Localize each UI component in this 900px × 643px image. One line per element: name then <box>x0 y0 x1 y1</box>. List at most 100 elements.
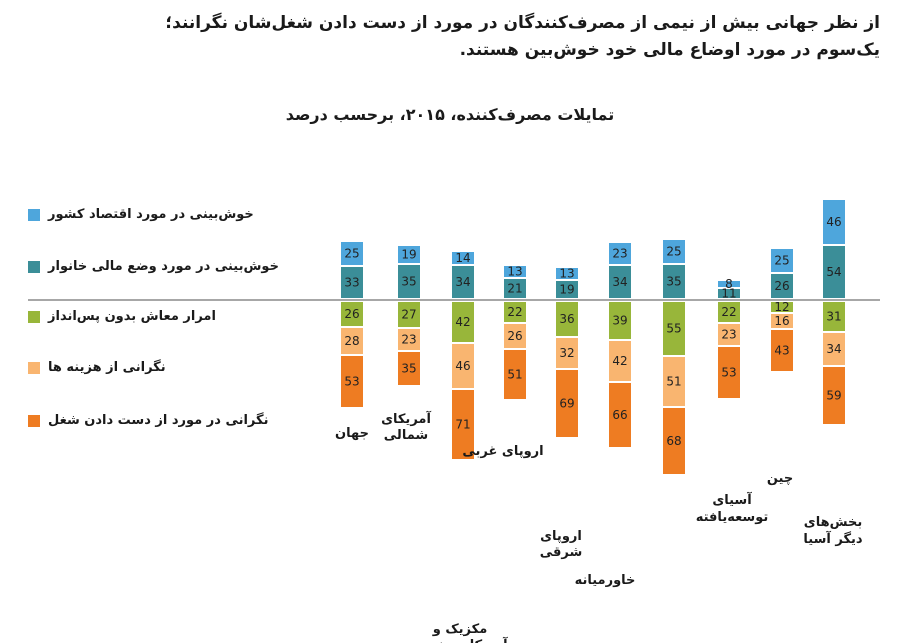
legend-item-household-optimism: خوش‌بینی در مورد وضع مالی خانوار <box>28 258 308 276</box>
bar-value-label: 23 <box>401 333 416 347</box>
legend-label: نگرانی در مورد از دست دادن شغل <box>48 413 269 428</box>
bar-segment <box>771 330 793 371</box>
bar-segment <box>504 324 526 348</box>
bar-value-label: 27 <box>401 308 416 322</box>
bar-segment <box>556 268 578 279</box>
region-label: جهان <box>335 426 369 441</box>
bar-value-label: 13 <box>559 267 574 281</box>
legend-swatch <box>28 362 40 374</box>
bar-segment <box>398 302 420 327</box>
legend-item-job-worry: نگرانی در مورد از دست دادن شغل <box>28 412 308 430</box>
bar-segment <box>452 266 474 298</box>
legend-swatch <box>28 261 40 273</box>
bar-segment <box>452 252 474 264</box>
legend-item-economy-optimism: خوش‌بینی در مورد اقتصاد کشور <box>28 206 308 224</box>
bar-value-label: 21 <box>507 282 522 296</box>
region-label: آمریکای <box>381 410 431 427</box>
bar-segment <box>771 249 793 272</box>
bar-value-label: 25 <box>666 245 681 259</box>
bar-value-label: 26 <box>344 307 359 321</box>
bar-value-label: 25 <box>344 247 359 261</box>
bar-value-label: 51 <box>666 375 681 389</box>
bar-segment <box>823 246 845 298</box>
bar-segment <box>663 302 685 355</box>
bar-value-label: 14 <box>455 251 470 265</box>
legend-item-cost-worry: نگرانی از هزینه ها <box>28 359 308 377</box>
bar-segment <box>504 266 526 277</box>
bar-value-label: 54 <box>826 265 841 279</box>
bar-segment <box>452 302 474 342</box>
bar-value-label: 26 <box>507 329 522 343</box>
bar-segment <box>771 314 793 328</box>
bar-value-label: 42 <box>455 315 470 329</box>
bar-value-label: 8 <box>725 277 733 291</box>
bar-value-label: 71 <box>455 418 470 432</box>
bar-segment <box>398 352 420 385</box>
bar-segment <box>663 408 685 474</box>
region-label: مکزیک و <box>432 622 488 637</box>
bar-value-label: 59 <box>826 389 841 403</box>
bar-value-label: 32 <box>559 346 574 360</box>
bar-segment <box>398 246 420 263</box>
bar-segment <box>718 289 740 298</box>
legend-swatch <box>28 415 40 427</box>
region-label: خاورمیانه <box>575 573 636 588</box>
bar-segment <box>452 344 474 388</box>
bar-value-label: 39 <box>612 314 627 328</box>
legend-label: خوش‌بینی در مورد وضع مالی خانوار <box>48 259 279 274</box>
bar-value-label: 42 <box>612 354 627 368</box>
bar-value-label: 51 <box>507 368 522 382</box>
headline-line-2: یک‌سوم در مورد اوضاع مالی خود خوش‌بین هس… <box>459 40 880 60</box>
bar-value-label: 16 <box>774 314 789 328</box>
bar-segment <box>556 370 578 437</box>
bar-value-label: 33 <box>344 276 359 290</box>
legend-swatch <box>28 209 40 221</box>
bar-segment <box>609 266 631 298</box>
legend-swatch <box>28 311 40 323</box>
bar-value-label: 35 <box>401 362 416 376</box>
bar-segment <box>823 333 845 365</box>
chart-title: تمایلات مصرف‌کننده، ۲۰۱۵، برحسب درصد <box>285 105 615 124</box>
bar-value-label: 34 <box>826 342 841 356</box>
bar-value-label: 66 <box>612 408 627 422</box>
bar-segment <box>718 324 740 345</box>
bar-value-label: 22 <box>507 305 522 319</box>
bar-segment <box>341 328 363 354</box>
bar-value-label: 31 <box>826 310 841 324</box>
bar-value-label: 35 <box>666 275 681 289</box>
bar-value-label: 23 <box>721 328 736 342</box>
bar-segment <box>556 338 578 368</box>
bar-segment <box>771 302 793 312</box>
bar-value-label: 19 <box>401 248 416 262</box>
region-label: آسیای <box>712 491 752 508</box>
bar-segment <box>609 341 631 381</box>
legend-item-no-savings: امرار معاش بدون پس‌انداز <box>28 308 308 326</box>
bar-segment <box>556 281 578 298</box>
bar-value-label: 35 <box>401 275 416 289</box>
bar-segment <box>398 265 420 298</box>
legend-label: نگرانی از هزینه ها <box>48 360 166 375</box>
bar-value-label: 19 <box>559 283 574 297</box>
bar-value-label: 55 <box>666 322 681 336</box>
bar-segment <box>663 265 685 298</box>
region-label: اروپای غربی <box>462 444 543 459</box>
bar-value-label: 22 <box>721 305 736 319</box>
bar-value-label: 43 <box>774 344 789 358</box>
region-label: آمریکای جنوبی <box>412 636 508 643</box>
bar-value-label: 12 <box>774 300 789 314</box>
bar-segment <box>398 329 420 350</box>
bar-segment <box>823 200 845 244</box>
bar-value-label: 34 <box>455 275 470 289</box>
bar-segment <box>823 367 845 424</box>
bar-value-label: 25 <box>774 254 789 268</box>
bar-segment <box>504 279 526 298</box>
bar-value-label: 23 <box>612 247 627 261</box>
legend-label: امرار معاش بدون پس‌انداز <box>48 309 216 324</box>
bar-value-label: 69 <box>559 397 574 411</box>
bar-segment <box>718 347 740 398</box>
region-label: بخش‌های <box>804 515 862 530</box>
bar-segment <box>609 243 631 264</box>
headline-line-1: از نظر جهانی بیش از نیمی از مصرف‌کنندگان… <box>165 13 880 33</box>
bar-value-label: 34 <box>612 275 627 289</box>
